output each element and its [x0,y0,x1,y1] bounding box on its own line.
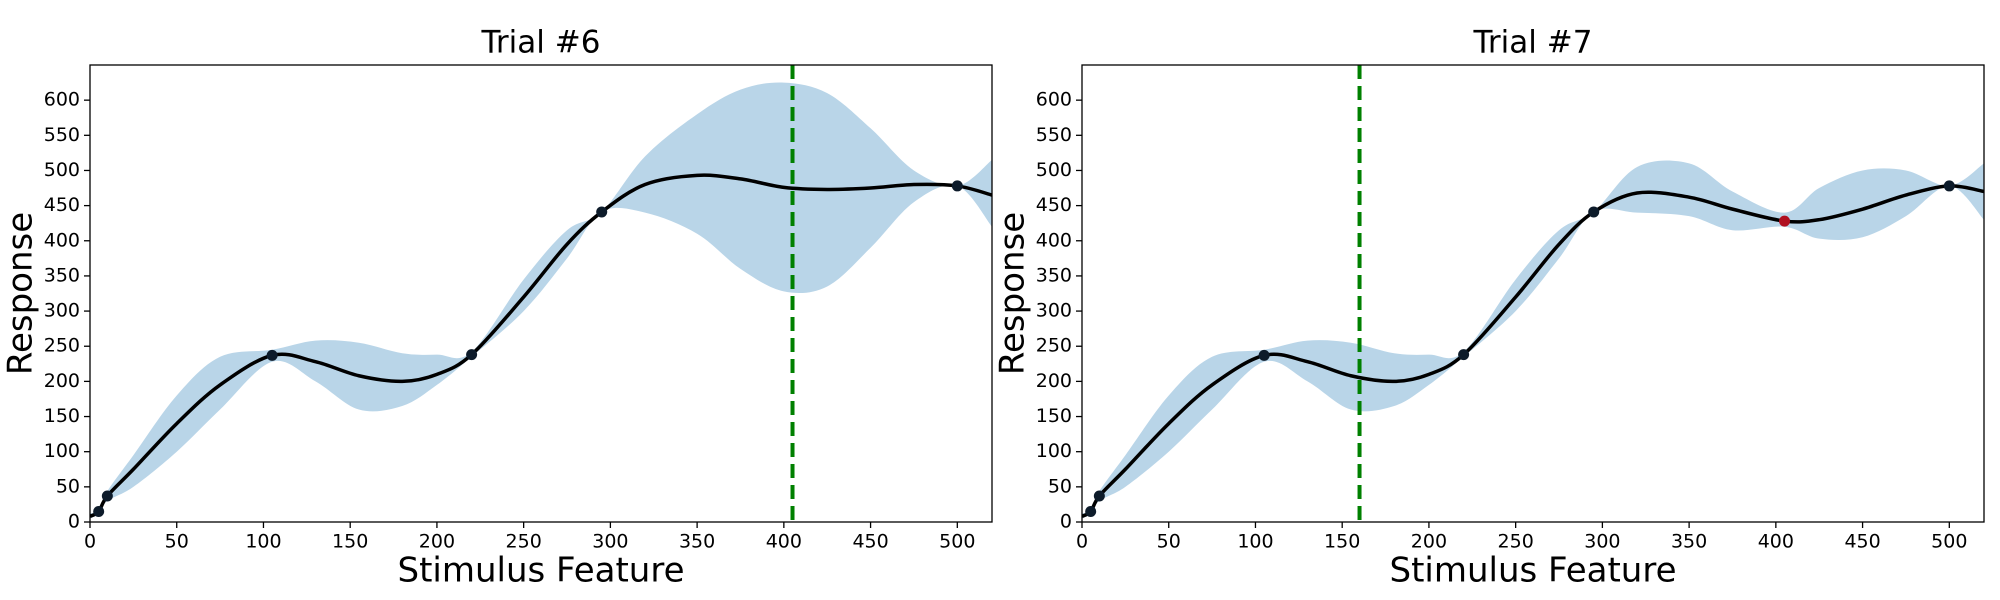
x-tick-label: 200 [419,531,455,553]
x-tick-label: 450 [852,531,888,553]
observation [101,490,113,502]
observation [1093,490,1105,502]
observation [1085,505,1097,517]
y-tick-label: 300 [44,300,80,322]
observation [1943,180,1955,192]
plot-frame [89,64,993,523]
plot-frame [1081,64,1985,523]
observation [466,349,478,361]
x-tick-label: 300 [1584,531,1620,553]
x-tick-label: 500 [1931,531,1967,553]
y-tick-label: 300 [1036,300,1072,322]
x-tick-label: 50 [165,531,189,553]
y-tick-label: 350 [44,264,80,286]
y-tick-label: 600 [44,89,80,111]
x-axis-label: Stimulus Feature [397,551,684,591]
x-axis-label: Stimulus Feature [1389,551,1676,591]
y-tick-label: 100 [1036,440,1072,462]
y-axis-label: Response [1,212,41,375]
y-tick-label: 200 [1036,370,1072,392]
y-tick-label: 150 [44,405,80,427]
y-tick-label: 550 [44,124,80,146]
x-tick-label: 450 [1844,531,1880,553]
x-tick-label: 500 [939,531,975,553]
confidence-band [1082,160,1984,519]
x-tick-label: 250 [1498,531,1534,553]
observation [1258,349,1270,361]
chart-title: Trial #7 [1473,25,1593,61]
confidence-band [90,82,992,519]
y-axis-label: Response [993,212,1033,375]
y-tick-label: 100 [44,440,80,462]
y-tick-label: 350 [1036,264,1072,286]
y-tick-label: 50 [56,475,80,497]
x-tick-label: 200 [1411,531,1447,553]
observation [1458,349,1470,361]
observation [1588,206,1600,218]
x-tick-label: 150 [1324,531,1360,553]
x-tick-label: 350 [679,531,715,553]
y-tick-label: 600 [1036,89,1072,111]
y-tick-label: 400 [1036,229,1072,251]
x-tick-label: 150 [332,531,368,553]
x-tick-label: 100 [245,531,281,553]
x-tick-label: 0 [84,531,96,553]
y-tick-label: 250 [44,335,80,357]
x-tick-label: 400 [766,531,802,553]
mean-line [90,173,992,518]
y-tick-label: 200 [44,370,80,392]
y-tick-label: 50 [1048,475,1072,497]
y-tick-label: 250 [1036,335,1072,357]
y-tick-label: 0 [1060,511,1072,533]
y-tick-label: 450 [44,194,80,216]
observation [951,180,963,192]
observation [1779,215,1791,227]
mean-line [1082,184,1984,518]
x-tick-label: 250 [506,531,542,553]
x-tick-label: 400 [1758,531,1794,553]
x-tick-label: 50 [1157,531,1181,553]
y-tick-label: 450 [1036,194,1072,216]
y-tick-label: 400 [44,229,80,251]
x-tick-label: 100 [1237,531,1273,553]
observation [93,505,105,517]
observation [596,206,608,218]
y-tick-label: 500 [1036,159,1072,181]
y-tick-label: 500 [44,159,80,181]
y-tick-label: 150 [1036,405,1072,427]
y-tick-label: 0 [68,511,80,533]
chart-title: Trial #6 [481,25,601,61]
y-tick-label: 550 [1036,124,1072,146]
observation [266,349,278,361]
x-tick-label: 300 [592,531,628,553]
x-tick-label: 0 [1076,531,1088,553]
x-tick-label: 350 [1671,531,1707,553]
